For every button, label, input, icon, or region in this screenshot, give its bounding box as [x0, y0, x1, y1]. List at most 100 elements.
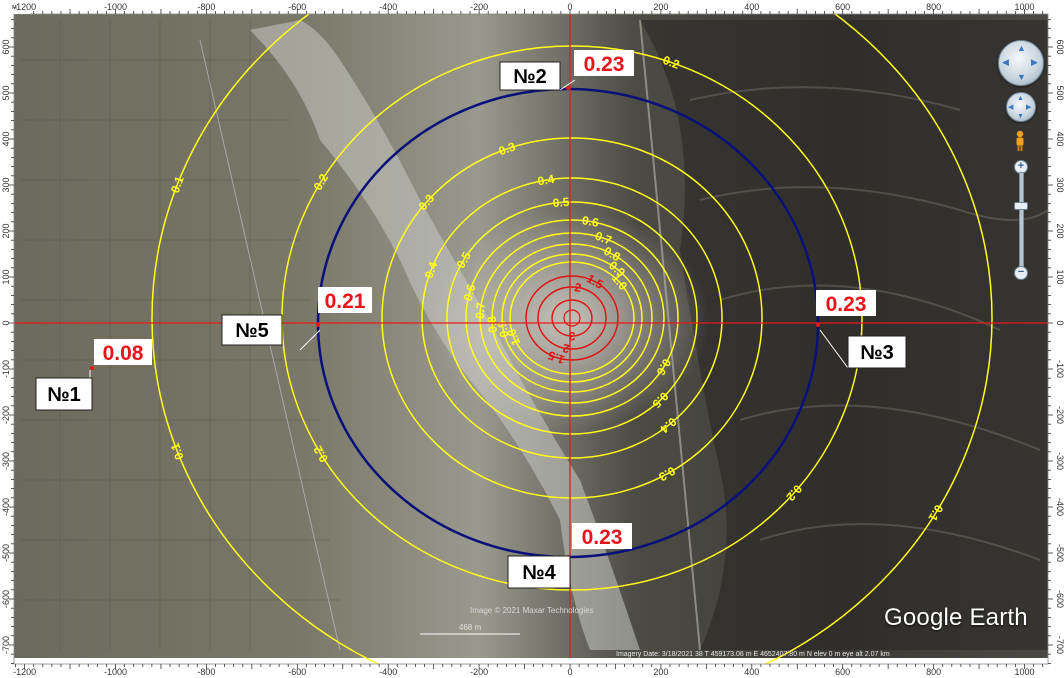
x-tick-label-top: 400 [744, 2, 759, 12]
point-5-label: №5 [221, 314, 283, 346]
y-tick-label-left: -600 [1, 590, 11, 608]
look-right-arrow-icon[interactable]: ▶ [1031, 57, 1038, 67]
svg-text:№2: №2 [513, 66, 546, 88]
x-tick-label-top: 1000 [1014, 2, 1034, 12]
contour-value-label: 0.2 [661, 53, 682, 72]
x-tick-label-bottom: 600 [835, 667, 850, 677]
contour-value-label: 0.7 [593, 229, 614, 248]
look-left-arrow-icon[interactable]: ◀ [1002, 57, 1009, 67]
y-tick-label-left: 0 [1, 320, 11, 325]
contour-value-label: 1.0 [504, 327, 523, 348]
contour-value-label: 2 [573, 280, 582, 295]
point-3-value: 0.23 [816, 290, 876, 316]
x-tick-label-top: -1200 [13, 2, 36, 12]
x-tick-label-bottom: 200 [653, 667, 668, 677]
y-tick-label-left: -500 [1, 544, 11, 562]
y-tick-label-right: -200 [1055, 406, 1064, 424]
x-tick-label-bottom: -800 [197, 667, 215, 677]
units-label: м [12, 4, 17, 11]
y-tick-label-right: -400 [1055, 498, 1064, 516]
zoom-slider-handle[interactable] [1014, 202, 1028, 210]
y-tick-label-right: -500 [1055, 544, 1064, 562]
point-2-value: 0.23 [574, 50, 634, 76]
point-5-value: 0.21 [318, 287, 372, 313]
road [639, 19, 701, 651]
yellow-contour-ring [446, 201, 698, 435]
move-left-arrow-icon[interactable]: ◀ [1008, 104, 1014, 111]
x-tick-label-top: 0 [567, 2, 572, 12]
contour-labels: 0.10.10.10.20.20.20.20.30.30.30.40.40.40… [168, 53, 946, 524]
contour-value-label: 0.4 [537, 172, 556, 189]
point-4-label: №4 [507, 555, 571, 589]
x-tick-label-top: -800 [197, 2, 215, 12]
svg-text:468 m: 468 m [459, 623, 482, 632]
y-tick-label-left: 600 [1, 39, 11, 54]
look-up-arrow-icon[interactable]: ▲ [1017, 43, 1026, 53]
contour-value-label: 1.5 [546, 348, 567, 367]
y-tick-label-right: 600 [1055, 39, 1064, 54]
pegman-icon[interactable] [1014, 130, 1026, 152]
yellow-contour-ring [421, 177, 723, 459]
svg-text:№1: №1 [47, 384, 80, 406]
look-down-arrow-icon[interactable]: ▼ [1017, 72, 1026, 82]
svg-text:№5: №5 [235, 320, 268, 342]
yellow-contour-ring [381, 137, 763, 499]
contour-value-label: 0.4 [422, 260, 441, 281]
svg-text:№4: №4 [522, 562, 556, 584]
x-tick-label-bottom: 1000 [1014, 667, 1034, 677]
ridges [689, 86, 1049, 561]
x-tick-label-top: -600 [288, 2, 306, 12]
contour-value-label: 0.1 [168, 441, 187, 462]
x-tick-label-bottom: -1000 [104, 667, 127, 677]
contour-value-label: 2 [561, 341, 570, 356]
x-tick-label-top: 600 [835, 2, 850, 12]
x-tick-label-bottom: 800 [926, 667, 941, 677]
y-tick-label-left: 300 [1, 177, 11, 192]
look-joystick-icon[interactable]: ▲ ▼ ◀ ▶ [998, 40, 1044, 86]
yellow-contour-ring [491, 243, 653, 393]
yellow-contour-ring [479, 232, 665, 404]
red-contour-ring [537, 286, 607, 350]
yellow-contour-ring [501, 253, 643, 383]
x-tick-label-top: -400 [379, 2, 397, 12]
y-tick-label-right: 300 [1055, 177, 1064, 192]
y-tick-label-right: -700 [1055, 636, 1064, 654]
move-down-arrow-icon[interactable]: ▼ [1017, 113, 1024, 120]
y-tick-label-left: -300 [1, 452, 11, 470]
x-tick-label-top: -1000 [104, 2, 127, 12]
move-right-arrow-icon[interactable]: ▶ [1026, 104, 1032, 111]
contour-value-label: 0.9 [495, 319, 512, 338]
y-tick-label-left: 200 [1, 223, 11, 238]
svg-text:0.23: 0.23 [582, 526, 623, 549]
contour-value-label: 3 [568, 329, 575, 343]
contour-value-label: 0.6 [581, 213, 600, 230]
y-tick-label-right: 500 [1055, 85, 1064, 100]
zoom-slider-track[interactable] [1019, 172, 1024, 270]
y-tick-label-right: 400 [1055, 131, 1064, 146]
y-tick-label-right: 0 [1055, 320, 1064, 325]
google-earth-logo: Google Earth [884, 604, 1028, 631]
point-1-value: 0.08 [94, 339, 152, 365]
contour-value-label: 0.7 [473, 301, 488, 319]
y-tick-label-right: 100 [1055, 269, 1064, 284]
y-tick-label-right: -100 [1055, 360, 1064, 378]
y-tick-label-right: -600 [1055, 590, 1064, 608]
zoom-out-button[interactable]: − [1014, 266, 1028, 280]
x-tick-label-bottom: -400 [379, 667, 397, 677]
x-tick-label-bottom: -600 [288, 667, 306, 677]
yellow-contour-ring [509, 261, 635, 375]
svg-text:0.23: 0.23 [584, 53, 625, 76]
move-up-arrow-icon[interactable]: ▲ [1017, 95, 1024, 102]
x-tick-label-top: -200 [470, 2, 488, 12]
yellow-contour-ring [151, 0, 993, 678]
y-tick-label-left: -200 [1, 406, 11, 424]
x-tick-label-bottom: -200 [470, 667, 488, 677]
move-joystick-icon[interactable]: ▲ ▼ ◀ ▶ [1006, 92, 1036, 122]
y-tick-label-left: -100 [1, 360, 11, 378]
y-tick-label-left: 500 [1, 85, 11, 100]
yellow-contour-ring [465, 219, 679, 417]
sample-point-markers [90, 86, 820, 559]
svg-text:0.23: 0.23 [826, 293, 867, 316]
